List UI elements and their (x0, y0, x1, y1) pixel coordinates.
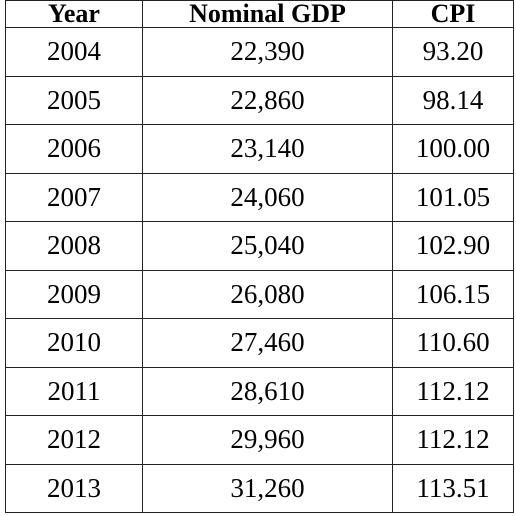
cell-cpi: 106.15 (392, 269, 514, 319)
cell-nominal-gdp: 23,140 (142, 124, 393, 174)
table-row: 2004 22,390 93.20 (5, 27, 514, 77)
table-row: 2008 25,040 102.90 (5, 221, 514, 271)
cell-nominal-gdp: 29,960 (142, 415, 393, 465)
cell-nominal-gdp: 27,460 (142, 318, 393, 368)
cell-year: 2009 (5, 269, 143, 319)
cell-cpi: 113.51 (392, 463, 514, 513)
cell-year: 2013 (5, 463, 143, 513)
cell-year: 2012 (5, 415, 143, 465)
cell-cpi: 112.12 (392, 366, 514, 416)
header-cpi: CPI (392, 0, 514, 28)
cell-cpi: 100.00 (392, 124, 514, 174)
table-row: 2005 22,860 98.14 (5, 75, 514, 125)
table-row: 2011 28,610 112.12 (5, 366, 514, 416)
header-row: Year Nominal GDP CPI (5, 0, 514, 28)
table-row: 2010 27,460 110.60 (5, 318, 514, 368)
header-year: Year (5, 0, 143, 28)
cell-nominal-gdp: 25,040 (142, 221, 393, 271)
cell-year: 2004 (5, 27, 143, 77)
cell-year: 2005 (5, 75, 143, 125)
table-row: 2013 31,260 113.51 (5, 463, 514, 513)
cell-year: 2007 (5, 172, 143, 222)
cell-cpi: 102.90 (392, 221, 514, 271)
cell-cpi: 93.20 (392, 27, 514, 77)
cell-nominal-gdp: 22,860 (142, 75, 393, 125)
cell-cpi: 112.12 (392, 415, 514, 465)
gdp-cpi-table-container: Year Nominal GDP CPI 2004 22,390 93.20 2… (5, 0, 514, 513)
cell-cpi: 110.60 (392, 318, 514, 368)
cell-nominal-gdp: 22,390 (142, 27, 393, 77)
header-nominal-gdp: Nominal GDP (142, 0, 393, 28)
cell-year: 2010 (5, 318, 143, 368)
table-row: 2007 24,060 101.05 (5, 172, 514, 222)
cell-nominal-gdp: 28,610 (142, 366, 393, 416)
cell-nominal-gdp: 24,060 (142, 172, 393, 222)
table-row: 2012 29,960 112.12 (5, 415, 514, 465)
gdp-cpi-table: Year Nominal GDP CPI 2004 22,390 93.20 2… (5, 0, 514, 513)
table-row: 2009 26,080 106.15 (5, 269, 514, 319)
cell-nominal-gdp: 26,080 (142, 269, 393, 319)
cell-year: 2008 (5, 221, 143, 271)
table-row: 2006 23,140 100.00 (5, 124, 514, 174)
cell-year: 2006 (5, 124, 143, 174)
cell-year: 2011 (5, 366, 143, 416)
cell-cpi: 101.05 (392, 172, 514, 222)
cell-nominal-gdp: 31,260 (142, 463, 393, 513)
cell-cpi: 98.14 (392, 75, 514, 125)
